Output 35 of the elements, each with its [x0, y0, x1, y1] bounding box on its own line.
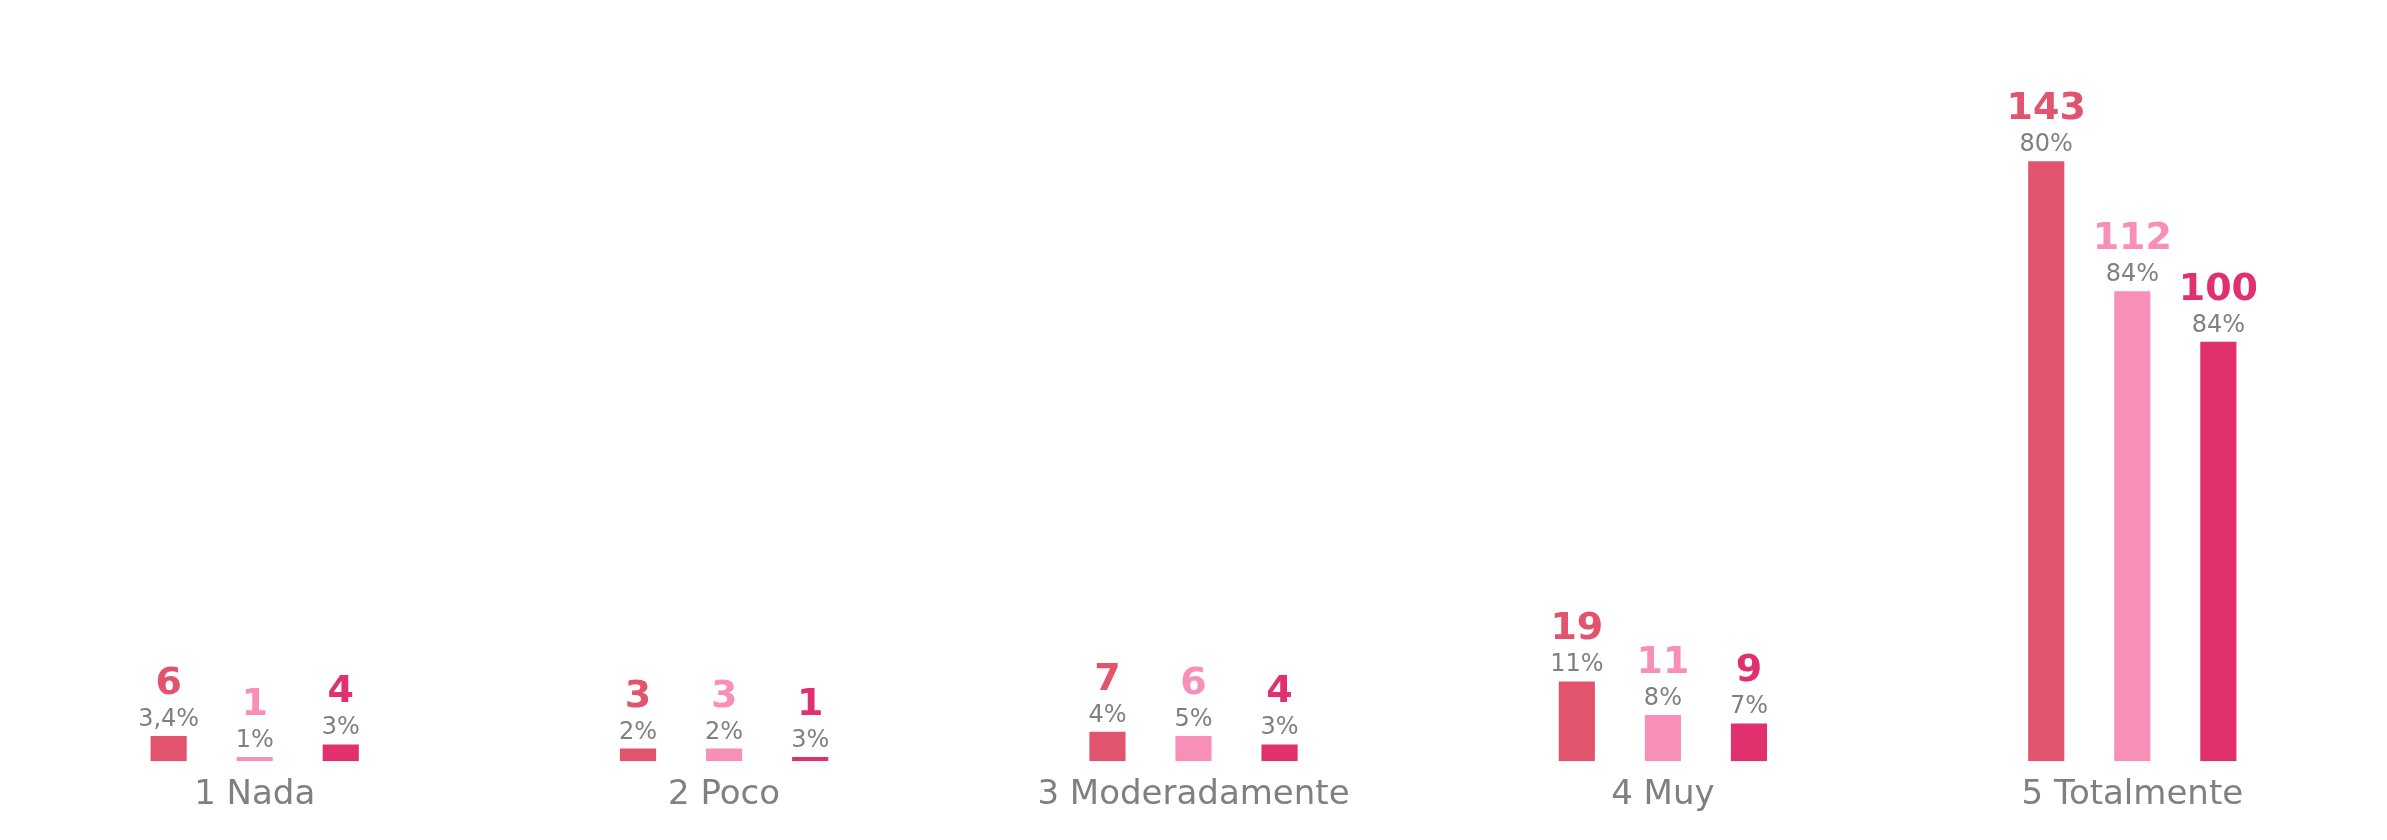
data-label: 100 84%: [2178, 264, 2259, 338]
data-label: 143 80%: [2006, 84, 2086, 158]
x-tick-label: 2 Poco: [668, 772, 781, 813]
data-label: 11 8%: [1636, 638, 1690, 712]
bar: [1558, 681, 1595, 762]
x-tick-label: 4 Muy: [1611, 772, 1715, 813]
bar: [1644, 715, 1681, 762]
data-label: 112 84%: [2092, 214, 2172, 288]
bar: [150, 736, 187, 762]
data-label: 9 7%: [1729, 646, 1768, 720]
bar: [322, 744, 359, 762]
data-label: 3 2%: [619, 671, 658, 745]
bar: [1261, 744, 1298, 762]
bar: [706, 748, 743, 762]
x-tick-label: 3 Moderadamente: [1037, 772, 1350, 813]
bar: [2114, 291, 2151, 762]
bar: [619, 748, 657, 762]
data-label: 7 4%: [1088, 654, 1127, 728]
bar: [2028, 161, 2065, 762]
data-label: 4 3%: [321, 667, 360, 741]
data-label: 19 11%: [1550, 604, 1604, 678]
bar: [236, 757, 273, 762]
bar: [792, 757, 829, 762]
x-tick-label: 5 Totalmente: [2021, 772, 2244, 813]
data-label: 6 3,4%: [138, 659, 200, 733]
bar: [1730, 723, 1768, 762]
bar: [2200, 341, 2237, 762]
data-label: 4 3%: [1260, 667, 1299, 741]
bar: [1089, 731, 1126, 762]
x-tick-label: 1 Nada: [194, 772, 316, 813]
data-label: 3 2%: [705, 671, 744, 745]
data-label: 1 3%: [791, 680, 830, 754]
bar: [1175, 736, 1212, 762]
data-label: 1 1%: [235, 680, 274, 754]
data-label: 6 5%: [1174, 659, 1213, 733]
